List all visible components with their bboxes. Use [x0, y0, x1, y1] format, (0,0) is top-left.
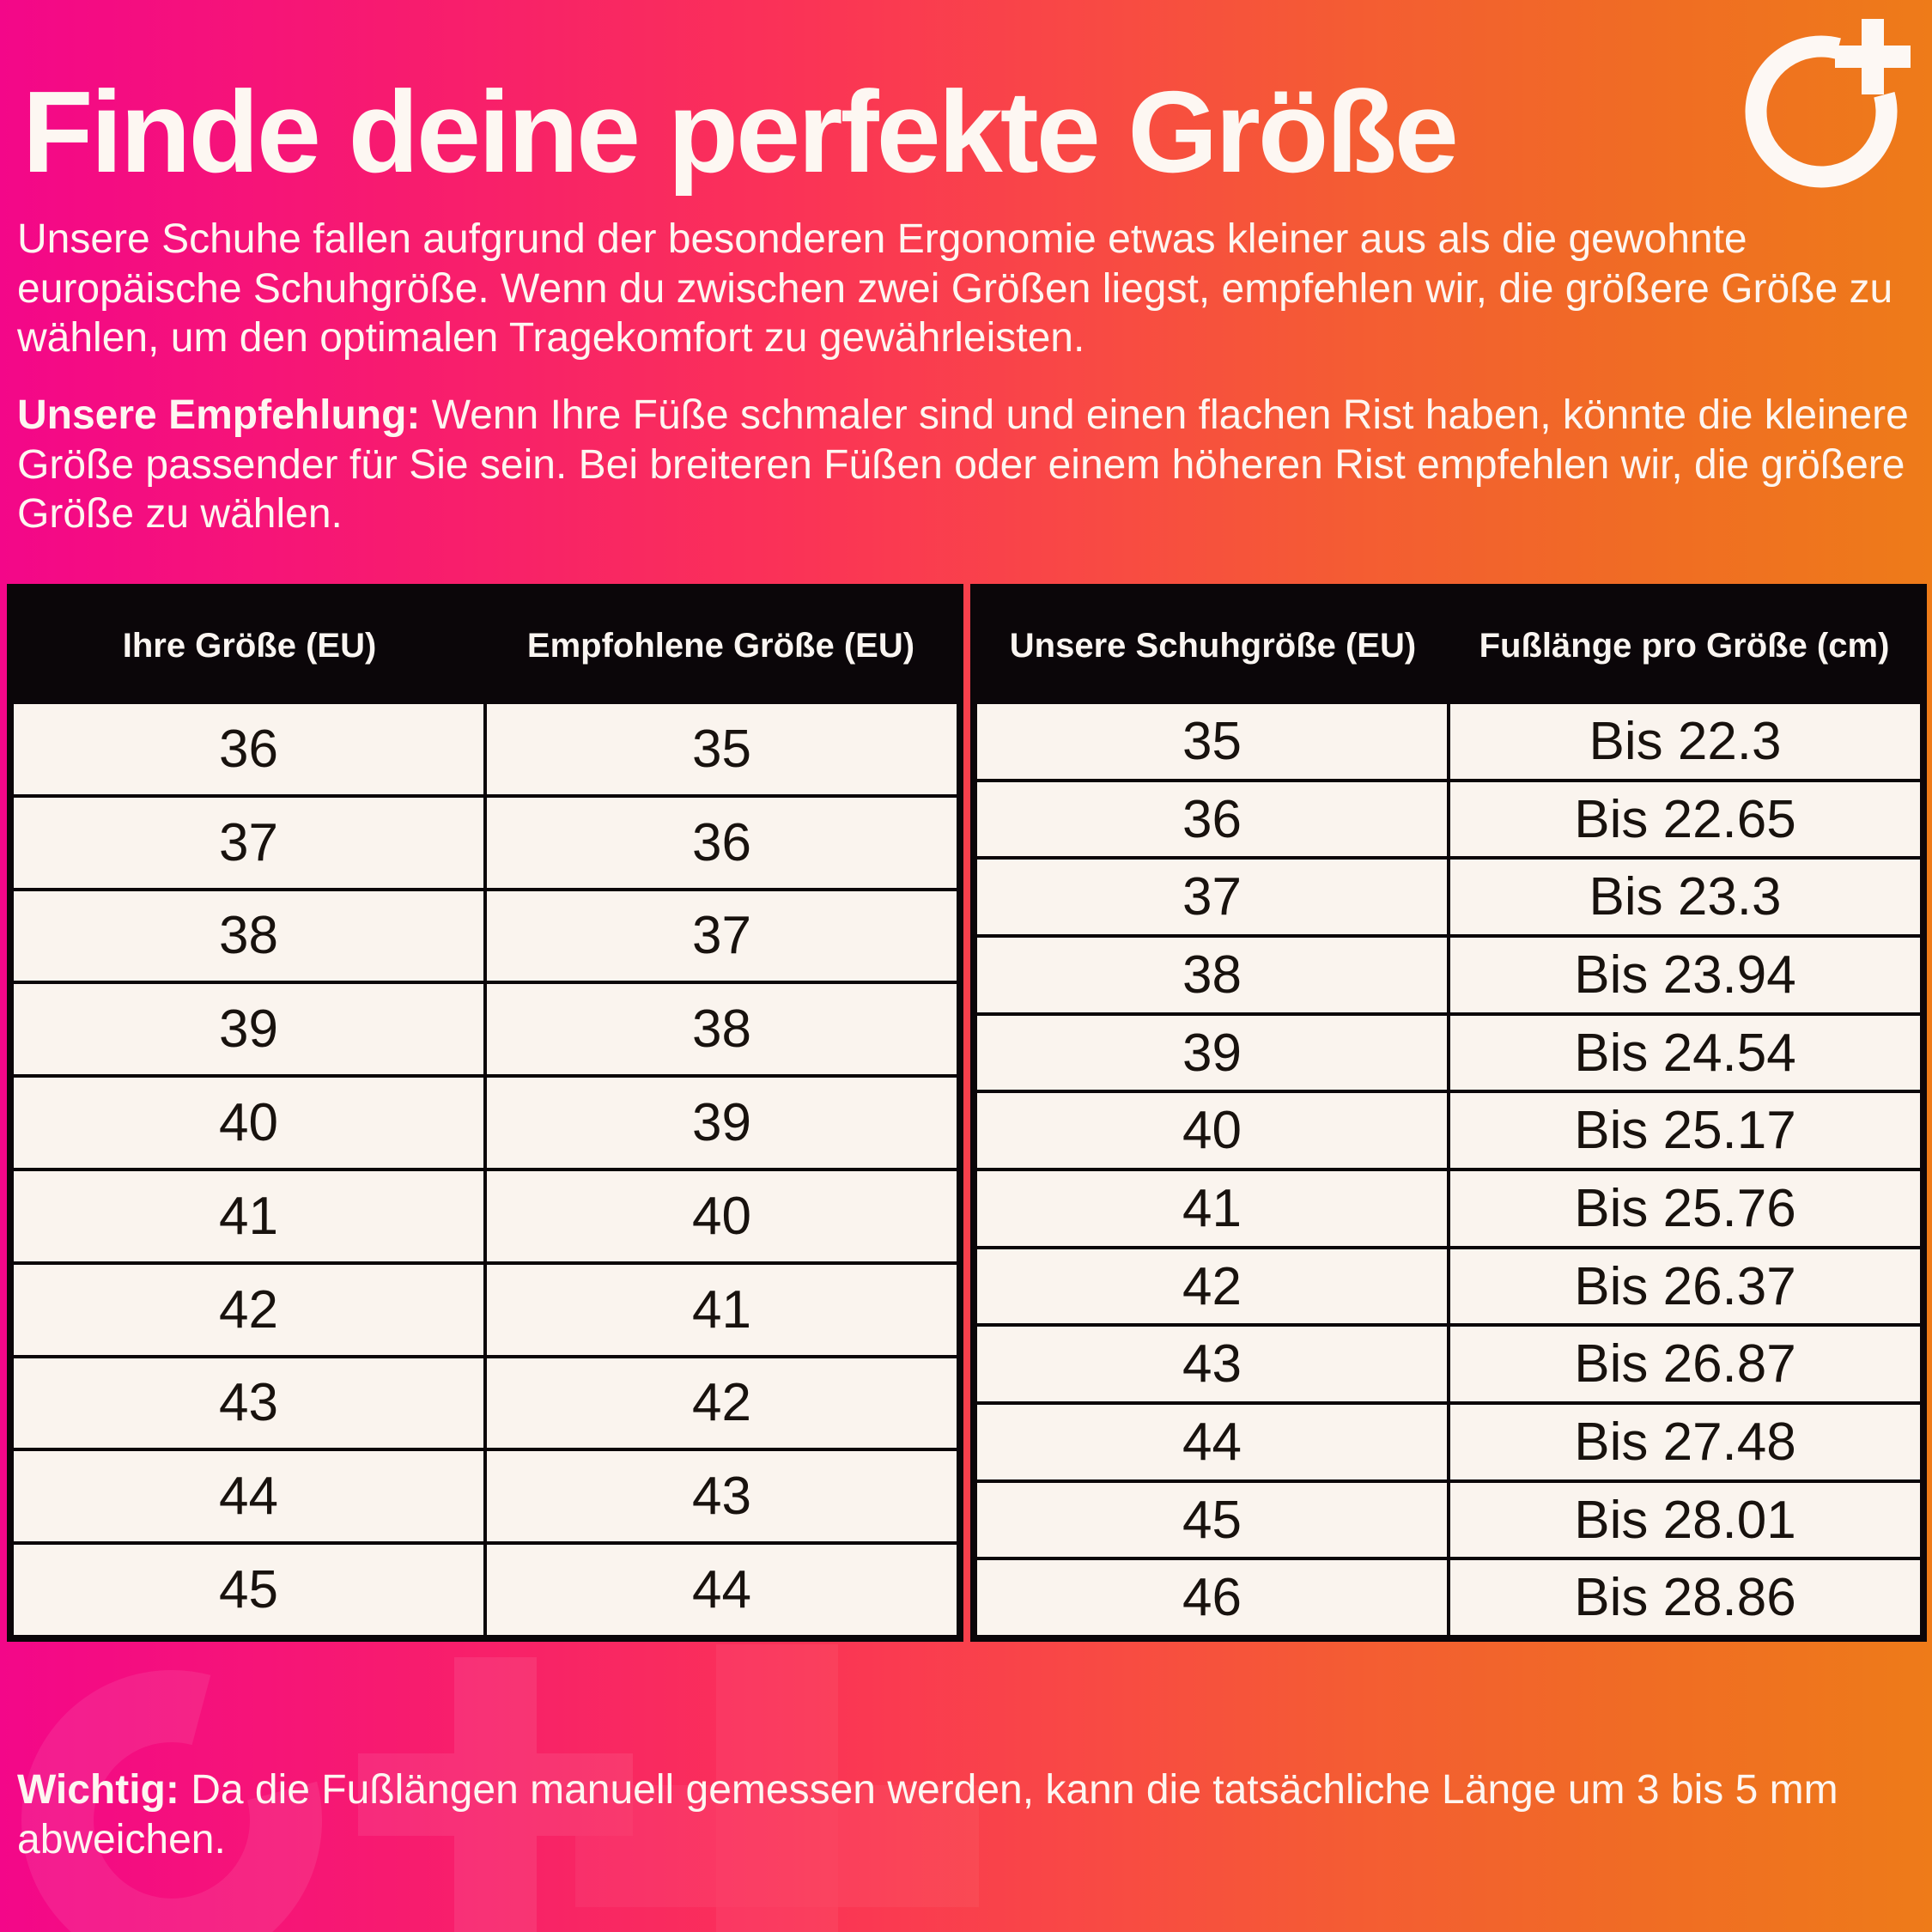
- table-cell: Bis 25.17: [1447, 1093, 1920, 1169]
- table-cell: Bis 22.65: [1447, 781, 1920, 857]
- page-title: Finde deine perfekte Größe: [22, 67, 1459, 197]
- table-row: 37 Bis 23.3: [977, 856, 1920, 935]
- table-cell: 44: [14, 1451, 483, 1542]
- table-row: 44 Bis 27.48: [977, 1401, 1920, 1479]
- size-conversion-table: Ihre Größe (EU) Empfohlene Größe (EU) 36…: [7, 584, 963, 1642]
- table-cell: Bis 25.76: [1447, 1171, 1920, 1246]
- table-cell: 44: [483, 1545, 957, 1635]
- table-cell: 41: [977, 1171, 1447, 1246]
- table-cell: 38: [977, 938, 1447, 1012]
- table-row: 41 40: [14, 1167, 957, 1261]
- table-cell: 40: [14, 1078, 483, 1168]
- table-row: 43 42: [14, 1354, 957, 1449]
- table-cell: 36: [977, 781, 1447, 857]
- table-row: 36 Bis 22.65: [977, 778, 1920, 857]
- table-cell: 38: [14, 890, 483, 981]
- table-cell: Bis 26.87: [1447, 1327, 1920, 1402]
- column-header-your-size: Ihre Größe (EU): [122, 626, 377, 665]
- important-note: Wichtig: Da die Fußlängen manuell gemess…: [17, 1765, 1932, 1864]
- table-row: 39 Bis 24.54: [977, 1012, 1920, 1091]
- table-cell: 42: [977, 1249, 1447, 1324]
- table-row: 37 36: [14, 793, 957, 888]
- table-cell: 43: [483, 1451, 957, 1542]
- foot-length-table: Unsere Schuhgröße (EU) Fußlänge pro Größ…: [970, 584, 1927, 1642]
- table-row: 38 Bis 23.94: [977, 934, 1920, 1012]
- size-conversion-table-body: 36 35 37 36 38 37 39 38 40 39 41 40 42 41 43 42 44 43 45 44: [14, 701, 957, 1635]
- table-row: 36 35: [14, 701, 957, 794]
- intro-text: Unsere Schuhe fallen aufgrund der besond…: [17, 216, 1893, 361]
- table-cell: 41: [483, 1264, 957, 1355]
- table-row: 40 Bis 25.17: [977, 1090, 1920, 1169]
- recommendation-text: Wenn Ihre Füße schmaler sind und einen f…: [17, 392, 1909, 538]
- table-cell: Bis 22.3: [1447, 704, 1920, 779]
- table-row: 43 Bis 26.87: [977, 1323, 1920, 1402]
- intro-paragraph: Unsere Schuhe fallen aufgrund der besond…: [17, 215, 1928, 363]
- column-header-our-shoe-size: Unsere Schuhgröße (EU): [1009, 626, 1417, 665]
- table-cell: 46: [977, 1560, 1447, 1636]
- table-row: 45 Bis 28.01: [977, 1479, 1920, 1558]
- table-cell: 37: [483, 890, 957, 981]
- table-cell: 36: [14, 704, 483, 794]
- table-cell: 36: [483, 797, 957, 888]
- table-cell: 40: [977, 1093, 1447, 1169]
- column-header-recommended-size: Empfohlene Größe (EU): [526, 626, 915, 665]
- table-cell: 39: [977, 1015, 1447, 1091]
- table-cell: Bis 28.01: [1447, 1482, 1920, 1558]
- table-cell: 38: [483, 984, 957, 1075]
- table-cell: Bis 26.37: [1447, 1249, 1920, 1324]
- note-label: Wichtig:: [17, 1767, 179, 1813]
- table-cell: 37: [14, 797, 483, 888]
- recommendation-label: Unsere Empfehlung:: [17, 392, 421, 438]
- table-cell: Bis 23.94: [1447, 938, 1920, 1012]
- table-cell: Bis 27.48: [1447, 1405, 1920, 1479]
- table-cell: 39: [483, 1078, 957, 1168]
- table-cell: 41: [14, 1170, 483, 1261]
- brand-logo-icon: [1745, 19, 1911, 188]
- table-row: 40 39: [14, 1074, 957, 1168]
- table-cell: 42: [483, 1358, 957, 1449]
- note-text: Da die Fußlängen manuell gemessen werden…: [17, 1767, 1838, 1862]
- table-cell: 43: [14, 1358, 483, 1449]
- table-row: 44 43: [14, 1448, 957, 1542]
- column-header-foot-length: Fußlänge pro Größe (cm): [1479, 626, 1890, 665]
- table-cell: 44: [977, 1405, 1447, 1479]
- table-row: 42 41: [14, 1261, 957, 1355]
- table-cell: 45: [977, 1482, 1447, 1558]
- table-row: 35 Bis 22.3: [977, 701, 1920, 779]
- table-cell: 45: [14, 1545, 483, 1635]
- table-cell: Bis 24.54: [1447, 1015, 1920, 1091]
- table-row: 45 44: [14, 1541, 957, 1635]
- table-row: 38 37: [14, 887, 957, 981]
- table-cell: 42: [14, 1264, 483, 1355]
- foot-length-table-header: Unsere Schuhgröße (EU) Fußlänge pro Größ…: [977, 591, 1920, 701]
- recommendation-paragraph: Unsere Empfehlung: Wenn Ihre Füße schmal…: [17, 391, 1928, 539]
- table-cell: Bis 28.86: [1447, 1560, 1920, 1636]
- foot-length-table-body: 35 Bis 22.3 36 Bis 22.65 37 Bis 23.3 38 Bis 23.…: [977, 701, 1920, 1636]
- table-row: 41 Bis 25.76: [977, 1168, 1920, 1246]
- size-conversion-table-header: Ihre Größe (EU) Empfohlene Größe (EU): [14, 591, 957, 701]
- table-cell: 37: [977, 860, 1447, 935]
- table-cell: 39: [14, 984, 483, 1075]
- table-cell: 35: [977, 704, 1447, 779]
- table-cell: 43: [977, 1327, 1447, 1402]
- table-row: 46 Bis 28.86: [977, 1557, 1920, 1636]
- table-cell: Bis 23.3: [1447, 860, 1920, 935]
- table-cell: 40: [483, 1170, 957, 1261]
- table-cell: 35: [483, 704, 957, 794]
- table-row: 42 Bis 26.37: [977, 1245, 1920, 1324]
- table-row: 39 38: [14, 981, 957, 1075]
